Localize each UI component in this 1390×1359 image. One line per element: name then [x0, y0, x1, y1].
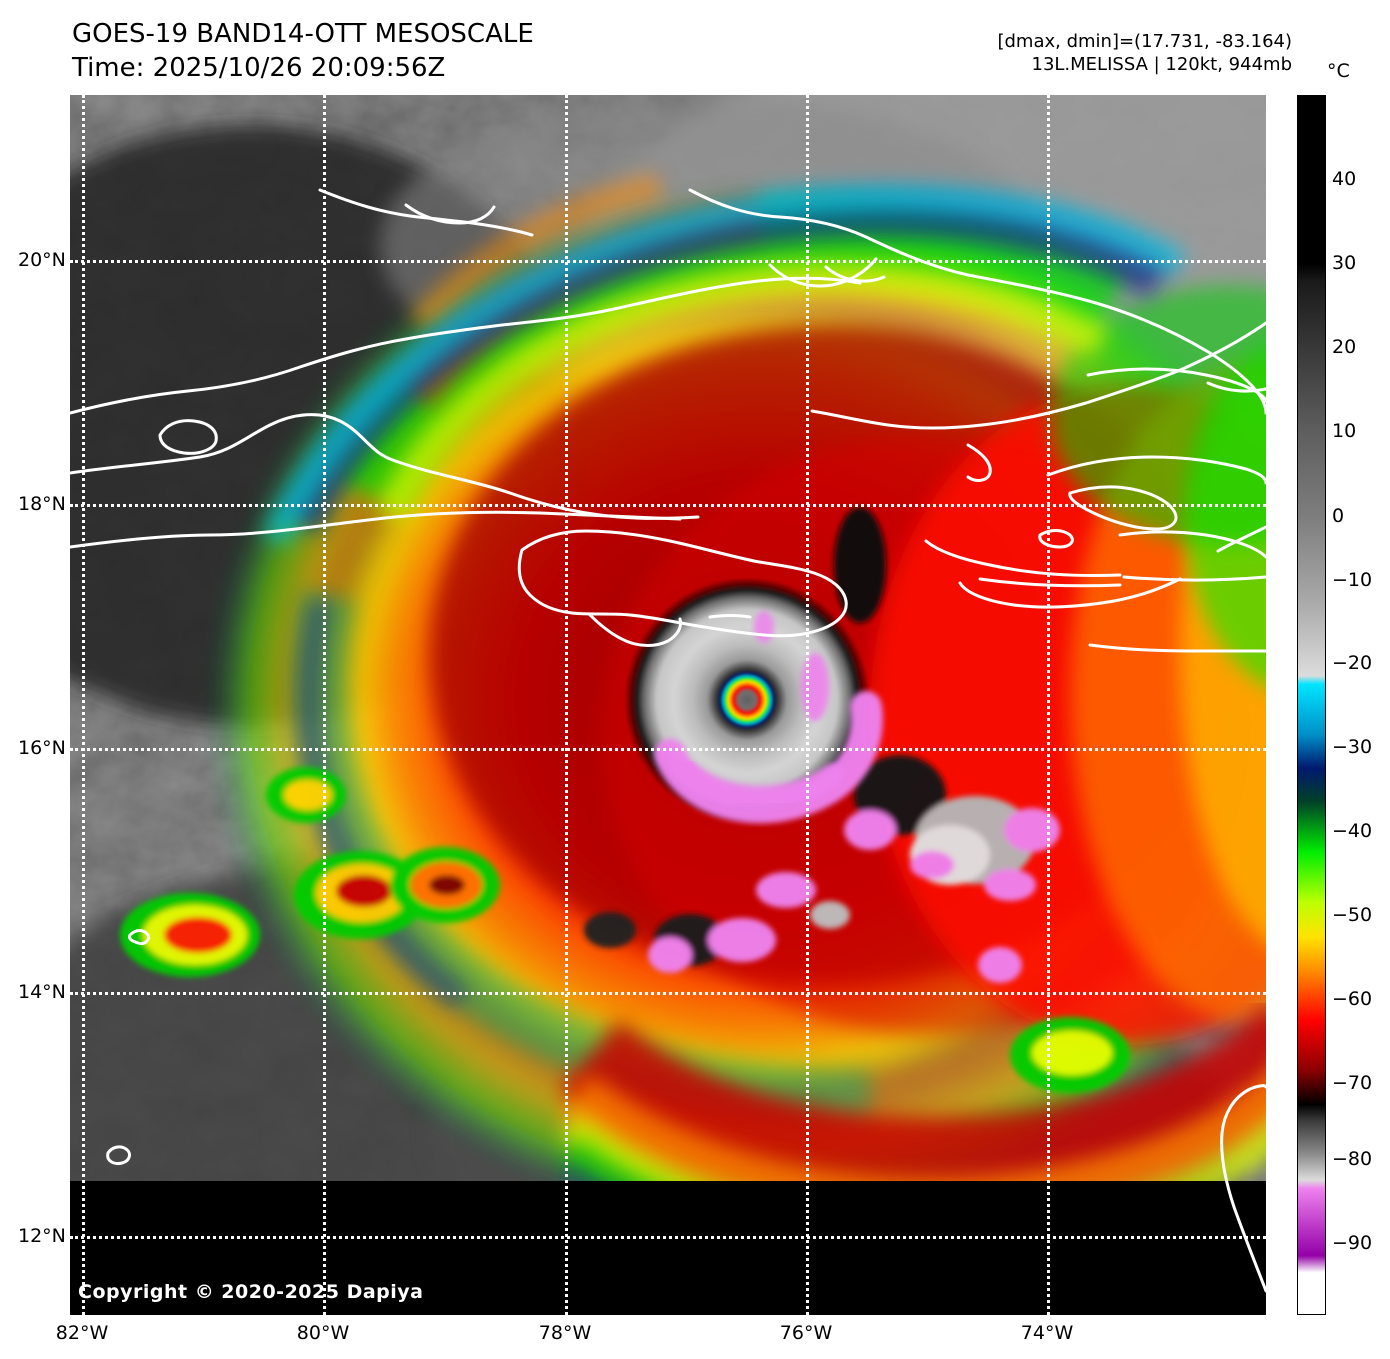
cuba-north-coast	[70, 276, 862, 415]
dmax-dmin-annotation: [dmax, dmin]=(17.731, -83.164)	[997, 31, 1292, 52]
colorbar-tick-m40: −40	[1332, 820, 1373, 842]
cuba-ne-coast	[688, 188, 1266, 415]
cuba-key-1	[404, 203, 496, 225]
dr-south-shore	[1088, 643, 1266, 653]
haiti-southwest-peninsula	[924, 539, 1122, 578]
colorbar-tick-m90: −90	[1332, 1232, 1373, 1254]
satellite-imagery-canvas	[70, 95, 1266, 1315]
small-islet	[128, 929, 150, 945]
haiti-gonave-island	[1068, 485, 1178, 531]
dr-south-bend	[1216, 525, 1266, 553]
satellite-plot-area	[70, 95, 1266, 1315]
colorbar-tick-m20: −20	[1332, 652, 1373, 674]
jamaica-south-key	[708, 614, 752, 619]
colorbar-tick-m70: −70	[1332, 1072, 1373, 1094]
hispaniola-south-edge	[1122, 575, 1266, 582]
xtick-label-74W: 74°W	[1020, 1322, 1074, 1344]
hispaniola-south-edge-2	[978, 577, 1122, 588]
ytick-label-20N: 20°N	[18, 249, 66, 271]
figure-title-line-2: Time: 2025/10/26 20:09:56Z	[72, 52, 446, 83]
colorbar-tick-m80: −80	[1332, 1148, 1373, 1170]
colorbar-tick-m60: −60	[1332, 988, 1373, 1010]
cuba-bay-1	[768, 257, 878, 288]
ir-brightness-temperature-field	[70, 95, 1266, 1181]
colorbar-tick-10: 10	[1332, 420, 1357, 442]
colorbar-tick-30: 30	[1332, 252, 1357, 274]
xtick-label-82W: 82°W	[55, 1322, 109, 1344]
colorbar-tick-0: 0	[1332, 505, 1345, 527]
colorbar-tick-40: 40	[1332, 168, 1357, 190]
storm-id-annotation: 13L.MELISSA | 120kt, 944mb	[1031, 54, 1293, 76]
jamaica-south-bay	[588, 613, 682, 647]
cuba-south-coast	[70, 413, 700, 520]
copyright-notice: Copyright © 2020-2025 Dapiya	[78, 1281, 424, 1303]
ytick-label-14N: 14°N	[18, 981, 66, 1003]
figure-title: GOES-19 BAND14-OTT MESOSCALE Time: 2025/…	[72, 18, 534, 86]
colorbar-gradient	[1297, 95, 1326, 1315]
coastline-overlay	[70, 188, 1266, 1293]
haiti-islet	[1038, 529, 1074, 549]
colorbar	[1297, 95, 1326, 1315]
colorbar-tick-m10: −10	[1332, 569, 1373, 591]
jamaica-outline	[517, 529, 848, 638]
cuba-bay-2	[824, 265, 886, 283]
hispaniola-ne	[1206, 381, 1266, 393]
dr-southwest	[958, 577, 1182, 609]
ytick-label-16N: 16°N	[18, 737, 66, 759]
ytick-label-18N: 18°N	[18, 493, 66, 515]
colombia-coast-fragment	[1220, 1084, 1266, 1293]
ytick-label-12N: 12°N	[18, 1225, 66, 1247]
figure-metadata: [dmax, dmin]=(17.731, -83.164) 13L.MELIS…	[997, 30, 1292, 77]
xtick-label-78W: 78°W	[538, 1322, 592, 1344]
hispaniola-south-coast	[1118, 530, 1266, 559]
cuba-south-shore-2	[70, 510, 682, 549]
grand-cayman	[158, 419, 218, 455]
san-andres-island	[106, 1145, 131, 1165]
xtick-label-80W: 80°W	[296, 1322, 350, 1344]
xtick-label-76W: 76°W	[779, 1322, 833, 1344]
cuba-se-coast	[810, 321, 1266, 430]
cuba-north-keys	[318, 188, 534, 237]
figure-title-line-1: GOES-19 BAND14-OTT MESOSCALE	[72, 19, 534, 49]
haiti-north-coast	[1046, 455, 1266, 485]
colorbar-tick-m50: −50	[1332, 904, 1373, 926]
colorbar-tick-20: 20	[1332, 336, 1357, 358]
cuba-guantanamo	[966, 443, 992, 482]
colorbar-unit-label: °C	[1327, 60, 1350, 82]
colorbar-tick-m30: −30	[1332, 736, 1373, 758]
